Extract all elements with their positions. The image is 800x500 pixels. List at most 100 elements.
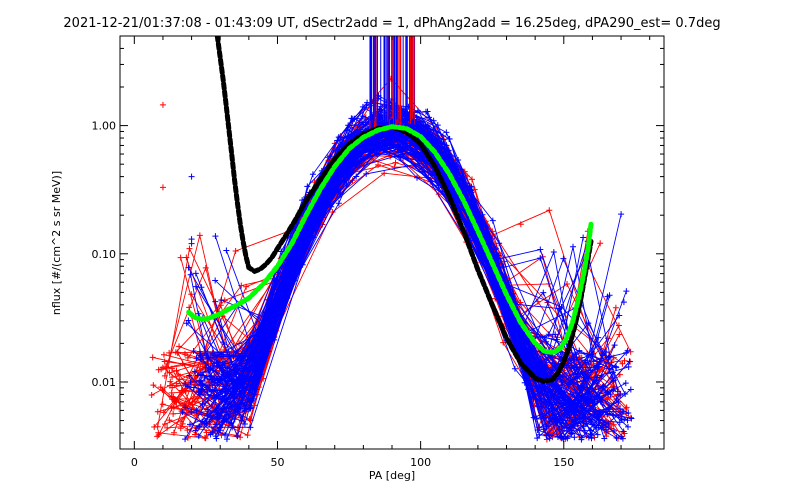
blue-plus-marker [246,352,253,359]
blue-plus-marker [504,312,511,319]
blue-plus-marker [373,142,380,149]
red-plus-marker [176,343,183,350]
blue-plus-marker [230,353,237,360]
blue-plus-marker [198,284,205,291]
blue-plus-marker [249,383,256,390]
blue-plus-marker [194,372,201,379]
blue-plus-marker [624,417,631,424]
blue-plus-marker [398,151,405,158]
blue-plus-marker [212,298,219,305]
blue-plus-marker [212,233,219,240]
blue-plus-marker [614,388,621,395]
blue-plus-marker [627,386,634,393]
blue-plus-marker [182,404,189,411]
blue-plus-marker [598,372,605,379]
red-plus-marker [623,405,630,412]
y-tick-label: 1.00 [92,120,117,133]
blue-plus-marker [622,380,629,387]
blue-plus-marker [624,423,631,430]
x-tick-label: 150 [553,456,574,469]
blue-plus-marker [195,433,202,440]
blue-plus-marker [594,431,601,438]
blue-plus-marker [618,211,625,218]
blue-plus-marker [613,396,620,403]
red-plus-marker [148,391,155,398]
blue-plus-marker [626,358,633,365]
blue-plus-marker [593,426,600,433]
blue-plus-marker [607,391,614,398]
red-plus-marker [237,434,244,441]
blue-plus-marker [585,434,592,441]
red-plus-marker [627,348,634,355]
red-plus-marker [244,432,251,439]
blue-plus-marker [218,297,225,303]
blue-plus-marker [179,409,186,416]
blue-plus-marker [213,421,220,428]
red-plus-marker [150,382,157,389]
red-plus-marker [612,304,619,311]
blue-plus-marker [195,424,202,431]
red-plus-marker [546,207,553,214]
y-tick-label: 0.10 [92,248,117,261]
blue-plus-marker [600,383,607,390]
blue-plus-marker [199,401,206,408]
blue-plus-marker [182,436,189,443]
blue-plus-marker [190,347,197,354]
blue-plus-marker [620,428,627,435]
blue-plus-marker [213,435,220,442]
blue-plus-marker [198,387,205,394]
blue-plus-marker [237,357,244,364]
red-plus-marker [202,264,209,271]
blue-plus-marker [207,409,214,416]
blue-plus-marker [564,435,571,442]
red-plus-marker [154,423,161,430]
green-fit-curve [186,124,594,355]
blue-plus-marker [193,407,200,414]
red-plus-marker [178,408,185,415]
blue-plus-marker [253,386,260,393]
blue-plus-marker [537,246,544,253]
blue-plus-marker [591,410,598,417]
red-plus-marker [167,378,174,385]
outlier-marker [188,173,195,180]
blue-plus-marker [422,108,429,115]
blue-plus-marker [534,435,541,442]
blue-plus-marker [547,354,554,361]
red-plus-marker [196,232,203,239]
red-plus-marker [604,396,611,403]
red-plus-marker [619,360,626,367]
blue-plus-marker [211,394,218,401]
red-plus-marker [161,372,168,379]
blue-plus-marker [283,292,290,299]
blue-plus-marker [587,427,594,434]
blue-plus-marker [512,298,519,305]
blue-plus-marker [584,384,591,391]
blue-plus-marker [559,435,566,442]
blue-plus-marker [204,412,211,419]
blue-plus-marker [443,129,450,136]
blue-plus-marker [214,379,221,386]
blue-plus-marker [474,209,481,216]
red-plus-marker [615,322,622,329]
blue-plus-marker [304,183,311,190]
blue-plus-marker [183,320,190,327]
red-plus-marker [181,350,188,357]
red-plus-marker [391,164,398,171]
blue-plus-marker [578,436,585,443]
red-plus-marker [176,376,183,383]
chart-title: 2021-12-21/01:37:08 - 01:43:09 UT, dSect… [63,16,720,31]
blue-plus-marker [617,392,624,399]
blue-plus-marker [537,255,544,262]
blue-plus-marker [197,386,204,393]
blue-plus-marker [201,374,208,381]
red-plus-marker [158,366,165,373]
blue-plus-marker [255,351,262,358]
axes-layer: 0 50 100 150 0.01 0.10 1.00 [92,35,664,469]
x-tick-label: 0 [131,456,138,469]
red-plus-marker [463,173,470,180]
blue-plus-marker [538,400,545,407]
blue-plus-marker [535,388,542,395]
blue-plus-marker [326,181,333,188]
blue-plus-marker [258,342,265,349]
